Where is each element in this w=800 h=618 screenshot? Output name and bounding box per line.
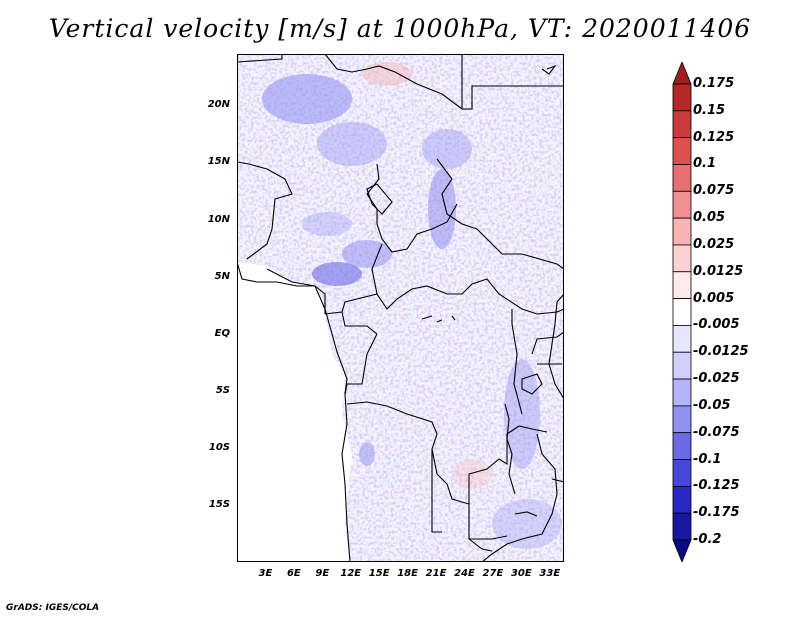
colorbar-segment (672, 271, 692, 299)
lon-label: 27E (482, 568, 504, 579)
lat-label: 5S (215, 384, 230, 396)
lat-label: 15N (207, 156, 230, 168)
colorbar-segment (672, 137, 692, 165)
colorbar-segment (672, 190, 692, 219)
map-border (237, 54, 564, 562)
lat-label: 5N (214, 270, 230, 282)
colorbar-segment (672, 298, 692, 326)
colorbar-segment (672, 432, 692, 460)
colorbar (672, 62, 692, 562)
colorbar-segment (672, 378, 692, 407)
colorbar-level-label: -0.2 (693, 532, 722, 547)
colorbar-level-label: -0.005 (693, 317, 740, 333)
colorbar-level-label: 0.0125 (693, 263, 744, 279)
colorbar-segment (672, 244, 692, 273)
lon-label: 12E (340, 568, 362, 579)
colorbar-segment (672, 405, 692, 434)
lon-label: 18E (397, 568, 418, 579)
lat-label: EQ (214, 327, 230, 339)
colorbar-level-label: -0.05 (693, 397, 731, 413)
colorbar-level-label: -0.1 (693, 451, 722, 467)
borders (237, 54, 564, 562)
colorbar-level-label: -0.075 (693, 424, 740, 440)
colorbar-level-label: -0.0125 (693, 344, 749, 360)
colorbar-level-label: 0.075 (693, 183, 735, 199)
lon-label: 6E (286, 568, 301, 579)
colorbar-level-label: -0.025 (693, 371, 740, 387)
chart-title: Vertical velocity [m/s] at 1000hPa, VT: … (48, 14, 752, 43)
lon-label: 9E (315, 568, 330, 579)
lat-label: 15S (208, 498, 230, 510)
colorbar-segment (672, 485, 692, 514)
lon-label: 33E (539, 568, 561, 579)
lon-label: 3E (258, 568, 273, 579)
colorbar-segment (672, 164, 692, 192)
colorbar-segment (672, 351, 692, 380)
colorbar-segment (672, 325, 692, 353)
map-plot (237, 54, 564, 562)
colorbar-segment (672, 83, 692, 112)
lon-label: 21E (425, 568, 447, 579)
lon-label: 15E (368, 568, 390, 579)
lon-label: 24E (454, 568, 475, 579)
colorbar-segment (672, 459, 692, 487)
colorbar-level-label: -0.125 (693, 478, 740, 494)
colorbar-level-label: -0.175 (693, 505, 740, 521)
colorbar-level-label: 0.05 (693, 210, 726, 226)
lat-label: 10N (207, 213, 230, 225)
colorbar-segment (672, 539, 692, 562)
colorbar-level-label: 0.175 (693, 76, 735, 91)
colorbar-segment (672, 110, 692, 139)
colorbar-level-label: 0.1 (693, 156, 717, 172)
lat-label: 20N (207, 99, 230, 111)
colorbar-level-label: 0.15 (693, 102, 726, 118)
lat-label: 10S (208, 441, 230, 453)
lon-label: 30E (510, 568, 532, 579)
colorbar-level-label: 0.025 (693, 236, 735, 252)
colorbar-segment (672, 62, 692, 85)
credit-text: GrADS: IGES/COLA (6, 603, 100, 613)
colorbar-segment (672, 217, 692, 246)
colorbar-level-label: 0.005 (693, 290, 735, 306)
colorbar-level-label: 0.125 (693, 129, 735, 145)
colorbar-segment (672, 512, 692, 541)
